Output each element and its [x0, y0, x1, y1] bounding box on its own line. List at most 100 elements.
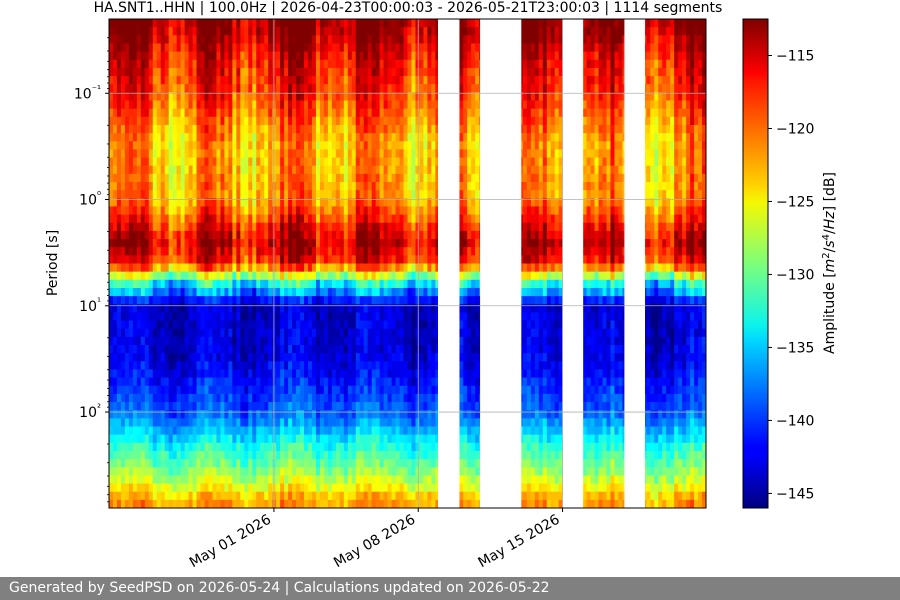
heatmap-cell [335, 450, 341, 460]
heatmap-cell [296, 426, 301, 436]
heatmap-cell [192, 255, 198, 265]
heatmap-cell [423, 385, 428, 395]
heatmap-cell [280, 369, 285, 379]
heatmap-cell [363, 214, 369, 224]
heatmap-cell [343, 43, 349, 53]
heatmap-cell [268, 157, 273, 167]
heatmap-cell [323, 385, 329, 395]
heatmap-cell [292, 133, 297, 142]
heatmap-cell [288, 141, 293, 150]
heatmap-cell [415, 222, 421, 232]
heatmap-cell [296, 475, 301, 485]
heatmap-cell [224, 475, 229, 485]
heatmap-cell [200, 287, 206, 297]
heatmap-cell [132, 35, 138, 45]
heatmap-cell [120, 124, 126, 134]
heatmap-cell [128, 19, 134, 28]
heatmap-cell [331, 133, 337, 142]
heatmap-cell [192, 361, 198, 371]
heatmap-cell [140, 499, 146, 508]
heatmap-cell [144, 76, 150, 85]
heatmap-cell [403, 27, 409, 36]
heatmap-cell [391, 149, 397, 159]
heatmap-cell [427, 141, 432, 150]
heatmap-cell [184, 345, 190, 354]
heatmap-cell [383, 43, 389, 53]
heatmap-cell [391, 141, 397, 150]
heatmap-cell [132, 190, 138, 199]
heatmap-cell [423, 402, 428, 411]
heatmap-cell [180, 271, 186, 281]
heatmap-cell [387, 67, 393, 77]
heatmap-cell [208, 312, 214, 322]
heatmap-cell [208, 434, 214, 444]
heatmap-cell [160, 108, 166, 118]
heatmap-cell [308, 141, 313, 150]
heatmap-cell [331, 312, 337, 322]
heatmap-cell [435, 247, 440, 256]
heatmap-cell [423, 287, 428, 297]
heatmap-cell [112, 141, 118, 150]
heatmap-cell [308, 108, 313, 118]
heatmap-cell [236, 304, 241, 313]
heatmap-cell [403, 467, 409, 476]
heatmap-cell [236, 426, 241, 436]
heatmap-cell [319, 206, 325, 216]
heatmap-cell [363, 116, 369, 126]
heatmap-cell [160, 214, 166, 224]
heatmap-cell [124, 499, 130, 508]
heatmap-cell [395, 467, 401, 476]
heatmap-cell [391, 157, 397, 167]
heatmap-cell [164, 214, 170, 224]
heatmap-cell [379, 320, 385, 330]
heatmap-cell [144, 263, 150, 273]
heatmap-cell [208, 190, 214, 199]
heatmap-cell [371, 255, 377, 265]
heatmap-cell [391, 239, 397, 248]
heatmap-cell [260, 206, 265, 216]
heatmap-cell [156, 361, 162, 371]
heatmap-cell [148, 304, 154, 313]
heatmap-cell [112, 247, 118, 256]
heatmap-cell [152, 491, 158, 501]
heatmap-cell [423, 467, 428, 476]
heatmap-cell [296, 271, 301, 281]
heatmap-cell [152, 287, 158, 297]
heatmap-cell [335, 116, 341, 126]
heatmap-cell [216, 67, 222, 77]
heatmap-cell [152, 67, 158, 77]
heatmap-cell [252, 434, 257, 444]
heatmap-cell [411, 369, 417, 379]
heatmap-cell [188, 19, 194, 28]
heatmap-cell [323, 255, 329, 265]
heatmap-cell [403, 141, 409, 150]
heatmap-cell [308, 124, 313, 134]
heatmap-cell [383, 255, 389, 265]
heatmap-cell [371, 92, 377, 102]
heatmap-cell [168, 116, 174, 126]
heatmap-cell [164, 190, 170, 199]
heatmap-cell [331, 385, 337, 395]
heatmap-cell [383, 133, 389, 142]
heatmap-cell [383, 361, 389, 371]
heatmap-cell [379, 157, 385, 167]
heatmap-cell [240, 133, 245, 142]
heatmap-cell [148, 442, 154, 452]
heatmap-cell [423, 393, 428, 403]
heatmap-cell [276, 43, 281, 53]
heatmap-cell [308, 279, 313, 289]
heatmap-cell [140, 442, 146, 452]
heatmap-cell [196, 499, 202, 508]
heatmap-cell [172, 336, 178, 346]
heatmap-cell [164, 393, 170, 403]
heatmap-cell [252, 67, 257, 77]
heatmap-cell [391, 76, 397, 85]
heatmap-cell [280, 165, 285, 175]
heatmap-cell [228, 222, 233, 232]
heatmap-cell [128, 198, 134, 208]
heatmap-cell [435, 499, 440, 508]
heatmap-cell [196, 67, 202, 77]
heatmap-cell [164, 59, 170, 69]
heatmap-cell [339, 67, 345, 77]
heatmap-cell [308, 51, 313, 61]
